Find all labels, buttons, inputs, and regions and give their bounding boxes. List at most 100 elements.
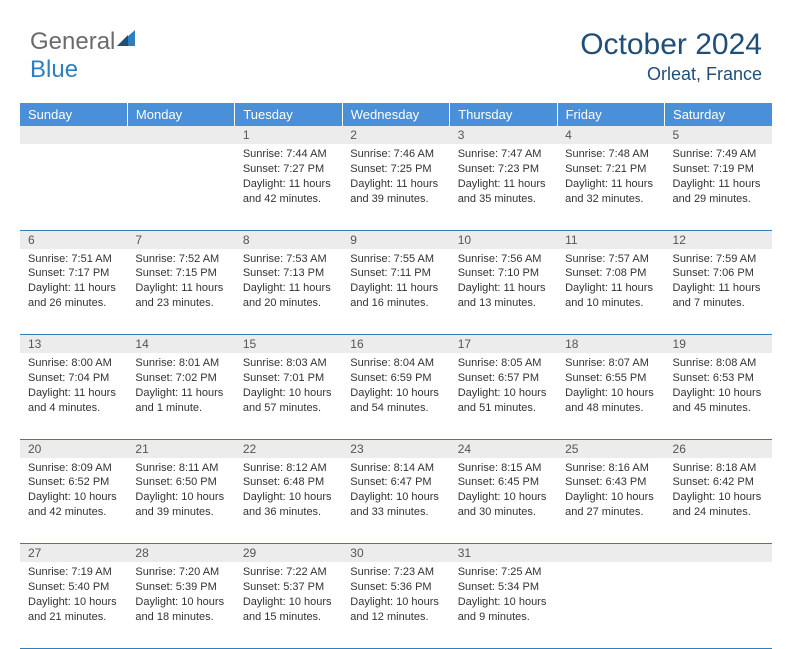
- day-number: 13: [20, 335, 127, 354]
- sunrise-text: Sunrise: 8:14 AM: [350, 461, 441, 476]
- day-cell: Sunrise: 8:14 AMSunset: 6:47 PMDaylight:…: [342, 458, 449, 544]
- brand-part2-wrap: Blue: [30, 56, 78, 84]
- day-number: 7: [127, 230, 234, 249]
- sunset-text: Sunset: 7:25 PM: [350, 162, 441, 177]
- day-cell: Sunrise: 7:53 AMSunset: 7:13 PMDaylight:…: [235, 249, 342, 335]
- day-number-row: 20212223242526: [20, 439, 772, 458]
- sunset-text: Sunset: 7:17 PM: [28, 266, 119, 281]
- daylight-text: Daylight: 10 hours and 30 minutes.: [458, 490, 549, 520]
- sunset-text: Sunset: 6:59 PM: [350, 371, 441, 386]
- sunrise-text: Sunrise: 8:05 AM: [458, 356, 549, 371]
- day-cell-content: Sunrise: 8:16 AMSunset: 6:43 PMDaylight:…: [557, 458, 664, 524]
- day-cell: Sunrise: 7:59 AMSunset: 7:06 PMDaylight:…: [665, 249, 772, 335]
- daylight-text: Daylight: 11 hours and 1 minute.: [135, 386, 226, 416]
- weekday-header: Sunday: [20, 103, 127, 126]
- sunrise-text: Sunrise: 7:19 AM: [28, 565, 119, 580]
- day-number: [557, 544, 664, 563]
- sunset-text: Sunset: 7:08 PM: [565, 266, 656, 281]
- day-cell-content: Sunrise: 8:14 AMSunset: 6:47 PMDaylight:…: [342, 458, 449, 524]
- sunrise-text: Sunrise: 7:22 AM: [243, 565, 334, 580]
- daylight-text: Daylight: 10 hours and 48 minutes.: [565, 386, 656, 416]
- day-number: 14: [127, 335, 234, 354]
- sunrise-text: Sunrise: 8:07 AM: [565, 356, 656, 371]
- sunrise-text: Sunrise: 8:03 AM: [243, 356, 334, 371]
- day-cell-content: Sunrise: 7:22 AMSunset: 5:37 PMDaylight:…: [235, 562, 342, 628]
- sunset-text: Sunset: 7:15 PM: [135, 266, 226, 281]
- sunrise-text: Sunrise: 7:56 AM: [458, 252, 549, 267]
- sunrise-text: Sunrise: 7:44 AM: [243, 147, 334, 162]
- daylight-text: Daylight: 11 hours and 39 minutes.: [350, 177, 441, 207]
- day-cell-content: Sunrise: 7:19 AMSunset: 5:40 PMDaylight:…: [20, 562, 127, 628]
- day-cell: [665, 562, 772, 648]
- sunset-text: Sunset: 5:37 PM: [243, 580, 334, 595]
- day-cell-content: Sunrise: 7:59 AMSunset: 7:06 PMDaylight:…: [665, 249, 772, 315]
- day-number: 17: [450, 335, 557, 354]
- daylight-text: Daylight: 11 hours and 23 minutes.: [135, 281, 226, 311]
- sunrise-text: Sunrise: 8:16 AM: [565, 461, 656, 476]
- week-row: Sunrise: 7:19 AMSunset: 5:40 PMDaylight:…: [20, 562, 772, 648]
- day-cell-content: Sunrise: 8:05 AMSunset: 6:57 PMDaylight:…: [450, 353, 557, 419]
- day-cell: Sunrise: 7:55 AMSunset: 7:11 PMDaylight:…: [342, 249, 449, 335]
- day-cell-content: Sunrise: 7:44 AMSunset: 7:27 PMDaylight:…: [235, 144, 342, 210]
- day-number: 9: [342, 230, 449, 249]
- day-number: 19: [665, 335, 772, 354]
- sunrise-text: Sunrise: 8:09 AM: [28, 461, 119, 476]
- day-cell: Sunrise: 7:49 AMSunset: 7:19 PMDaylight:…: [665, 144, 772, 230]
- sunset-text: Sunset: 7:01 PM: [243, 371, 334, 386]
- day-cell: Sunrise: 8:07 AMSunset: 6:55 PMDaylight:…: [557, 353, 664, 439]
- calendar-header-row: SundayMondayTuesdayWednesdayThursdayFrid…: [20, 103, 772, 126]
- title-block: October 2024 Orleat, France: [580, 28, 762, 85]
- day-cell: [557, 562, 664, 648]
- sunrise-text: Sunrise: 7:47 AM: [458, 147, 549, 162]
- sunset-text: Sunset: 7:04 PM: [28, 371, 119, 386]
- daylight-text: Daylight: 10 hours and 36 minutes.: [243, 490, 334, 520]
- sunrise-text: Sunrise: 7:51 AM: [28, 252, 119, 267]
- day-cell-content: Sunrise: 7:25 AMSunset: 5:34 PMDaylight:…: [450, 562, 557, 628]
- day-cell: Sunrise: 8:16 AMSunset: 6:43 PMDaylight:…: [557, 458, 664, 544]
- day-cell: Sunrise: 8:11 AMSunset: 6:50 PMDaylight:…: [127, 458, 234, 544]
- day-cell-content: Sunrise: 7:53 AMSunset: 7:13 PMDaylight:…: [235, 249, 342, 315]
- weekday-header: Monday: [127, 103, 234, 126]
- week-row: Sunrise: 7:44 AMSunset: 7:27 PM Daylight:…: [20, 144, 772, 230]
- day-number-row: 12345: [20, 126, 772, 144]
- day-cell: Sunrise: 7:48 AMSunset: 7:21 PMDaylight:…: [557, 144, 664, 230]
- daylight-text: Daylight: 10 hours and 42 minutes.: [28, 490, 119, 520]
- sunrise-text: Sunrise: 7:52 AM: [135, 252, 226, 267]
- day-cell-content: Sunrise: 7:46 AMSunset: 7:25 PMDaylight:…: [342, 144, 449, 210]
- week-row: Sunrise: 8:00 AMSunset: 7:04 PMDaylight:…: [20, 353, 772, 439]
- sunset-text: Sunset: 6:42 PM: [673, 475, 764, 490]
- sunrise-text: Sunrise: 7:57 AM: [565, 252, 656, 267]
- day-cell: Sunrise: 8:05 AMSunset: 6:57 PMDaylight:…: [450, 353, 557, 439]
- day-cell: Sunrise: 7:46 AMSunset: 7:25 PMDaylight:…: [342, 144, 449, 230]
- sunset-text: Sunset: 7:19 PM: [673, 162, 764, 177]
- sail-icon: [115, 28, 137, 53]
- day-cell-content: Sunrise: 7:49 AMSunset: 7:19 PMDaylight:…: [665, 144, 772, 210]
- sunset-text: Sunset: 5:39 PM: [135, 580, 226, 595]
- daylight-text: Daylight: 10 hours and 33 minutes.: [350, 490, 441, 520]
- daylight-text: Daylight: 11 hours and 29 minutes.: [673, 177, 764, 207]
- daylight-text: Daylight: 11 hours and 20 minutes.: [243, 281, 334, 311]
- day-cell-content: Sunrise: 7:56 AMSunset: 7:10 PMDaylight:…: [450, 249, 557, 315]
- sunset-text: Sunset: 6:52 PM: [28, 475, 119, 490]
- daylight-text: Daylight: 11 hours and 7 minutes.: [673, 281, 764, 311]
- day-cell: Sunrise: 8:18 AMSunset: 6:42 PMDaylight:…: [665, 458, 772, 544]
- day-number: 3: [450, 126, 557, 144]
- sunset-text: Sunset: 7:27 PM: [243, 162, 334, 177]
- day-cell: Sunrise: 8:12 AMSunset: 6:48 PMDaylight:…: [235, 458, 342, 544]
- calendar-table: SundayMondayTuesdayWednesdayThursdayFrid…: [20, 103, 772, 649]
- day-cell-content: Sunrise: 8:18 AMSunset: 6:42 PMDaylight:…: [665, 458, 772, 524]
- daylight-text: Daylight: 10 hours and 24 minutes.: [673, 490, 764, 520]
- weekday-header: Thursday: [450, 103, 557, 126]
- sunrise-text: Sunrise: 7:23 AM: [350, 565, 441, 580]
- weekday-header: Friday: [557, 103, 664, 126]
- day-cell-content: Sunrise: 8:11 AMSunset: 6:50 PMDaylight:…: [127, 458, 234, 524]
- day-number: 26: [665, 439, 772, 458]
- day-number-row: 6789101112: [20, 230, 772, 249]
- day-cell-content: Sunrise: 7:52 AMSunset: 7:15 PMDaylight:…: [127, 249, 234, 315]
- daylight-text: Daylight: 10 hours and 54 minutes.: [350, 386, 441, 416]
- day-number: 21: [127, 439, 234, 458]
- day-cell: Sunrise: 7:57 AMSunset: 7:08 PMDaylight:…: [557, 249, 664, 335]
- day-cell-content: Sunrise: 7:57 AMSunset: 7:08 PMDaylight:…: [557, 249, 664, 315]
- daylight-text: Daylight: 10 hours and 21 minutes.: [28, 595, 119, 625]
- day-cell-content: Sunrise: 7:23 AMSunset: 5:36 PMDaylight:…: [342, 562, 449, 628]
